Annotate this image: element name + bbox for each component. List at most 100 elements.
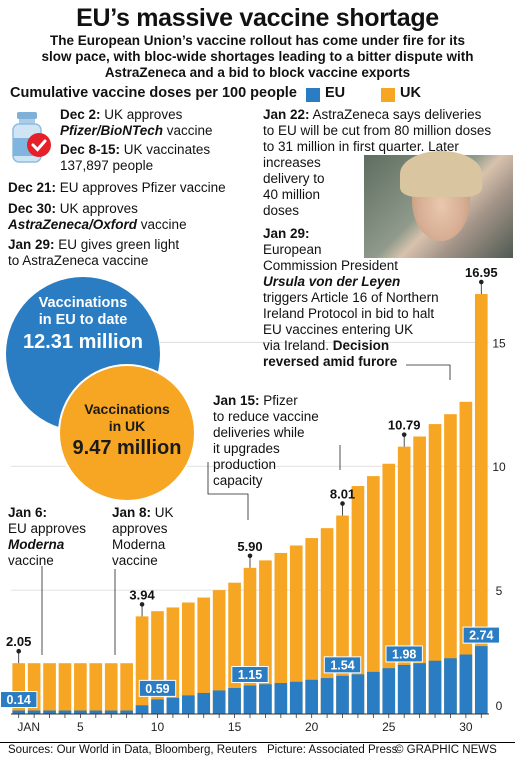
event-text: to EU will be cut from 80 million doses xyxy=(263,123,492,138)
event-text: EU vaccines entering UK xyxy=(263,322,414,337)
uk-total-value: 9.47 million xyxy=(72,437,182,459)
event-text: vaccine xyxy=(112,553,158,568)
data-label-dot xyxy=(16,648,22,654)
eu-bar xyxy=(413,663,426,714)
event-text: triggers Article 16 of Northern xyxy=(263,290,439,305)
event-dec2: Dec 2: UK approves Pfizer/BioNTech vacci… xyxy=(60,107,213,139)
event-text: European xyxy=(263,242,322,257)
event-text: via Ireland. xyxy=(263,338,333,353)
uk-bar xyxy=(120,663,133,714)
uk-data-label: 10.79 xyxy=(388,418,421,433)
eu-bar xyxy=(43,710,56,714)
eu-total-value: 12.31 million xyxy=(22,331,144,353)
jan29-connector xyxy=(406,364,451,380)
uk-bar xyxy=(182,602,195,714)
eu-bar xyxy=(151,699,164,714)
event-vaccine-name: Pfizer/BioNTech xyxy=(60,123,164,138)
event-date: Dec 30: xyxy=(8,201,57,216)
event-text: capacity xyxy=(213,473,263,488)
x-tick-label: 5 xyxy=(77,720,84,734)
eu-data-label-box xyxy=(138,679,177,697)
uk-total-bubble xyxy=(58,364,196,502)
eu-bar xyxy=(274,683,288,714)
y-tick-label: 5 xyxy=(496,584,503,598)
eu-bar xyxy=(243,685,257,714)
event-emphasis: Decision xyxy=(332,338,390,353)
uk-bar xyxy=(74,663,87,714)
eu-bar xyxy=(351,674,365,714)
event-text: UK vaccinates xyxy=(120,142,211,157)
subtitle-line: AstraZeneca and a bid to block vaccine e… xyxy=(104,65,411,80)
event-text: UK approves xyxy=(56,201,138,216)
eu-bar xyxy=(367,671,380,714)
eu-data-label: 1.54 xyxy=(330,658,354,672)
x-tick-label: 20 xyxy=(305,720,319,734)
event-text: EU gives green light xyxy=(54,237,180,252)
eu-bar xyxy=(120,710,133,714)
event-date: Jan 29: xyxy=(8,237,55,252)
bubble-label-line: Vaccinations xyxy=(84,401,170,417)
footer-sources: Sources: Our World in Data, Bloomberg, R… xyxy=(8,744,258,756)
data-label-dot xyxy=(478,279,484,285)
eu-bar xyxy=(289,681,303,714)
event-vaccine-name: AstraZeneca/Oxford xyxy=(8,217,138,232)
event-text: Commission President xyxy=(263,258,399,273)
uk-data-label: 8.01 xyxy=(330,487,355,502)
bubble-label-line: Vaccinations xyxy=(38,295,128,311)
legend-swatch-uk xyxy=(381,88,395,102)
eu-data-label-box xyxy=(0,691,38,709)
uk-bar xyxy=(43,663,56,714)
x-tick-label: 25 xyxy=(382,720,396,734)
event-jan22: Jan 22: AstraZeneca says deliveries to E… xyxy=(263,107,513,219)
event-jan29-eu: Jan 29: EU gives green light to AstraZen… xyxy=(8,237,179,269)
eu-bar xyxy=(397,664,411,714)
event-text: production xyxy=(213,457,277,472)
event-text: UK approves xyxy=(100,107,183,122)
eu-data-label-box xyxy=(385,645,423,663)
event-text: EU approves xyxy=(8,521,87,536)
eu-data-label: 1.98 xyxy=(392,647,416,661)
x-tick-label: 30 xyxy=(459,720,473,734)
event-dec30: Dec 30: UK approves AstraZeneca/Oxford v… xyxy=(8,201,187,233)
eu-bar xyxy=(336,675,349,714)
event-text: to AstraZeneca vaccine xyxy=(8,253,149,268)
eu-bar xyxy=(166,697,180,714)
eu-total-label: Vaccinations in EU to date 12.31 million xyxy=(10,295,156,355)
footer-picture-credit: Picture: Associated Press xyxy=(267,744,398,756)
eu-data-label: 0.14 xyxy=(7,693,31,707)
uk-bar xyxy=(104,663,118,714)
eu-bar xyxy=(104,710,118,714)
event-vaccine-name: Moderna xyxy=(8,537,65,552)
event-date: Dec 2: xyxy=(60,107,101,122)
eu-bar xyxy=(27,710,41,714)
jan15-connector xyxy=(207,462,249,520)
footer-copyright: © GRAPHIC NEWS xyxy=(395,744,497,756)
eu-data-label: 1.15 xyxy=(238,668,262,682)
event-date: Jan 8: xyxy=(112,505,152,520)
eu-bar xyxy=(305,679,318,714)
uk-bar xyxy=(89,663,103,714)
checkmark-icon xyxy=(27,133,51,157)
event-text: delivery to xyxy=(263,171,325,186)
eu-bar xyxy=(197,692,211,714)
uk-bar xyxy=(151,611,164,714)
eu-bar xyxy=(259,684,272,714)
event-text: Moderna xyxy=(112,537,166,552)
legend-label-uk: UK xyxy=(400,85,421,101)
event-text: 40 million xyxy=(263,187,321,202)
uk-data-label: 5.90 xyxy=(237,539,262,554)
eu-bar xyxy=(459,654,473,714)
y-tick-label: 15 xyxy=(492,336,506,350)
eu-bar xyxy=(444,658,457,714)
event-text: EU approves Pfizer vaccine xyxy=(56,180,226,195)
eu-data-label-box xyxy=(462,626,500,644)
event-text: AstraZeneca says deliveries xyxy=(309,107,482,122)
eu-data-label-box xyxy=(231,666,269,684)
legend-label-eu: EU xyxy=(325,85,346,101)
eu-bar xyxy=(474,646,488,714)
event-text: vaccine xyxy=(8,553,54,568)
eu-bar xyxy=(320,678,334,714)
event-person-name: Ursula von der Leyen xyxy=(263,274,401,289)
event-text: Pfizer xyxy=(259,393,298,408)
event-text: UK xyxy=(151,505,174,520)
